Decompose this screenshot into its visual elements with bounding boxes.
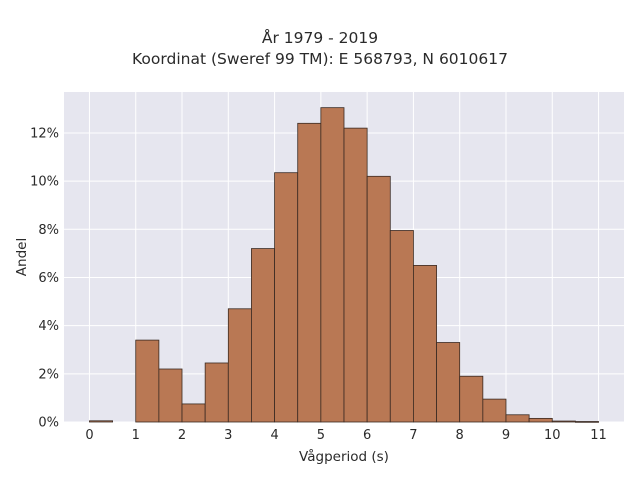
y-axis-ticks: 0% 2% 4% 6% 8% 10% 12% (30, 126, 59, 430)
histogram-bar (227, 308, 252, 423)
histogram-bar (366, 175, 391, 423)
y-tick-label: 0% (38, 416, 59, 431)
histogram-bar (158, 368, 183, 423)
histogram-bar (320, 107, 345, 423)
histogram-bar (181, 403, 206, 423)
x-tick-label: 6 (363, 428, 371, 443)
x-tick-label: 9 (502, 428, 510, 443)
bars-group (89, 107, 599, 423)
histogram-bar (459, 375, 484, 423)
x-tick-label: 0 (85, 428, 93, 443)
chart-title: År 1979 - 2019 Koordinat (Sweref 99 TM):… (0, 28, 640, 70)
histogram-bar (251, 248, 275, 423)
histogram-bar (389, 230, 414, 423)
histogram-bar (297, 122, 322, 423)
histogram-bar (436, 342, 461, 423)
chart-title-line-2: Koordinat (Sweref 99 TM): E 568793, N 60… (132, 50, 508, 68)
x-tick-label: 3 (224, 428, 232, 443)
histogram-bar (135, 339, 160, 423)
y-tick-label: 12% (30, 126, 59, 141)
x-tick-label: 8 (456, 428, 464, 443)
histogram-bar (274, 172, 299, 423)
histogram-bar (89, 420, 113, 423)
x-axis-label: Vågperiod (s) (299, 448, 389, 465)
x-axis-ticks: 0 1 2 3 4 5 6 7 8 9 10 11 (85, 428, 607, 443)
y-tick-label: 6% (38, 271, 59, 286)
y-tick-label: 8% (38, 223, 59, 238)
x-tick-label: 7 (409, 428, 417, 443)
histogram-bar (505, 414, 530, 423)
y-tick-label: 4% (38, 319, 59, 334)
x-tick-label: 1 (132, 428, 140, 443)
x-tick-label: 10 (544, 428, 561, 443)
y-tick-label: 10% (30, 175, 59, 190)
histogram-bar (551, 420, 576, 423)
histogram-bar (575, 421, 599, 423)
x-tick-label: 4 (270, 428, 278, 443)
histogram-bar (528, 417, 553, 423)
y-axis-label: Andel (14, 238, 30, 276)
histogram-bar (413, 265, 437, 423)
histogram-bar (204, 362, 229, 423)
histogram-bar (482, 398, 507, 423)
x-tick-label: 11 (590, 428, 607, 443)
x-tick-label: 5 (317, 428, 325, 443)
chart-title-line-1: År 1979 - 2019 (261, 29, 379, 47)
y-tick-label: 2% (38, 367, 59, 382)
histogram-bar (343, 127, 368, 423)
x-tick-label: 2 (178, 428, 186, 443)
